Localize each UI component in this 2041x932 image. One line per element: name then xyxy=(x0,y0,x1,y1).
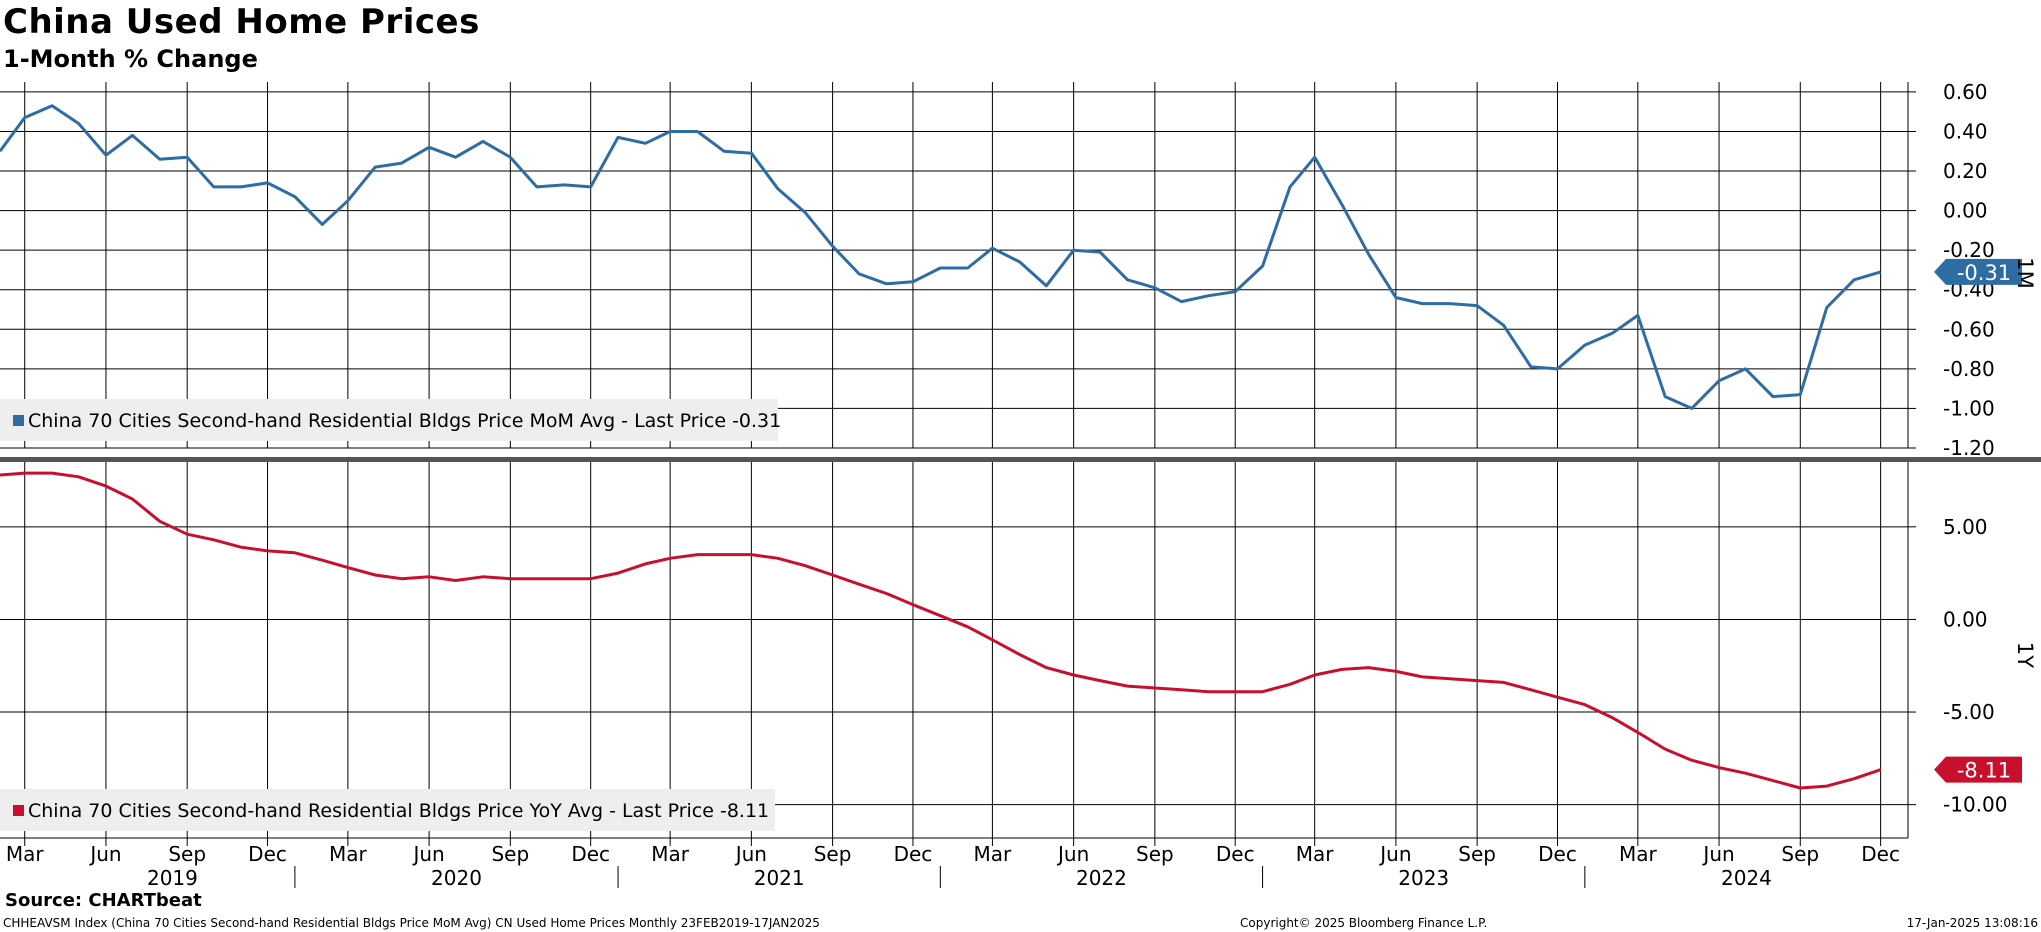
x-month-label: Mar xyxy=(974,842,1013,866)
panel-separator xyxy=(0,457,2041,462)
x-month-label: Sep xyxy=(168,842,206,866)
mom-series-line xyxy=(0,104,1882,410)
index-info: CHHEAVSM Index (China 70 Cities Second-h… xyxy=(3,916,820,930)
x-month-label: Jun xyxy=(1378,842,1411,866)
x-month-label: Jun xyxy=(1056,842,1089,866)
x-year-label: 2020 xyxy=(431,866,482,890)
x-month-label: Dec xyxy=(248,842,287,866)
x-month-label: Dec xyxy=(571,842,610,866)
x-year-label: 2024 xyxy=(1721,866,1772,890)
x-month-label: Mar xyxy=(1296,842,1335,866)
x-month-label: Dec xyxy=(1861,842,1900,866)
y-tick-label: -5.00 xyxy=(1943,700,1995,724)
y-tick-label: 5.00 xyxy=(1943,515,1988,539)
mom-last-value-label: -0.31 xyxy=(1957,261,2011,285)
x-month-label: Mar xyxy=(6,842,45,866)
x-month-label: Dec xyxy=(1216,842,1255,866)
x-month-label: Sep xyxy=(491,842,529,866)
x-month-label: Sep xyxy=(814,842,852,866)
y-tick-label: -0.20 xyxy=(1943,238,1995,262)
mom-legend-label: China 70 Cities Second-hand Residential … xyxy=(28,410,781,432)
y-tick-label: -0.60 xyxy=(1943,317,1995,341)
y-tick-label: 0.00 xyxy=(1943,199,1988,223)
x-year-label: 2023 xyxy=(1398,866,1449,890)
x-month-label: Jun xyxy=(88,842,121,866)
y-tick-label: -0.80 xyxy=(1943,357,1995,381)
x-month-label: Dec xyxy=(1538,842,1577,866)
x-month-label: Jun xyxy=(734,842,767,866)
yoy-panel-label: 1Y xyxy=(2013,642,2037,668)
chart-subtitle: 1-Month % Change xyxy=(3,45,258,73)
x-month-label: Jun xyxy=(411,842,444,866)
mom-legend-box xyxy=(0,399,778,441)
x-month-label: Dec xyxy=(894,842,933,866)
mom-legend-swatch xyxy=(13,415,24,426)
mom-panel-label: 1M xyxy=(2013,257,2037,288)
x-month-label: Mar xyxy=(329,842,368,866)
y-tick-label: 0.60 xyxy=(1943,80,1988,104)
timestamp: 17-Jan-2025 13:08:16 xyxy=(1906,916,2038,930)
x-month-label: Mar xyxy=(651,842,690,866)
yoy-last-value-label: -8.11 xyxy=(1957,759,2011,783)
y-tick-label: 0.40 xyxy=(1943,119,1988,143)
y-tick-label: -1.20 xyxy=(1943,436,1995,460)
copyright-note: Copyright© 2025 Bloomberg Finance L.P. xyxy=(1240,916,1488,930)
x-month-label: Jun xyxy=(1701,842,1734,866)
x-year-label: 2022 xyxy=(1076,866,1127,890)
mom-last-value-tag xyxy=(1934,258,2022,285)
yoy-legend-label: China 70 Cities Second-hand Residential … xyxy=(28,800,769,822)
x-year-label: 2021 xyxy=(754,866,805,890)
x-month-label: Sep xyxy=(1136,842,1174,866)
y-tick-label: 0.00 xyxy=(1943,607,1988,631)
x-month-label: Mar xyxy=(1619,842,1658,866)
x-month-label: Sep xyxy=(1458,842,1496,866)
y-tick-label: 0.20 xyxy=(1943,159,1988,183)
y-tick-label: -10.00 xyxy=(1943,793,2007,817)
x-year-label: 2019 xyxy=(147,866,198,890)
source-note: Source: CHARTbeat xyxy=(5,890,202,911)
yoy-legend-box xyxy=(0,789,775,831)
yoy-legend-swatch xyxy=(13,805,24,816)
x-month-label: Sep xyxy=(1781,842,1819,866)
chart-title: China Used Home Prices xyxy=(3,2,480,42)
yoy-last-value-tag xyxy=(1934,756,2022,783)
yoy-series-line xyxy=(0,471,1882,790)
y-tick-label: -1.00 xyxy=(1943,396,1995,420)
